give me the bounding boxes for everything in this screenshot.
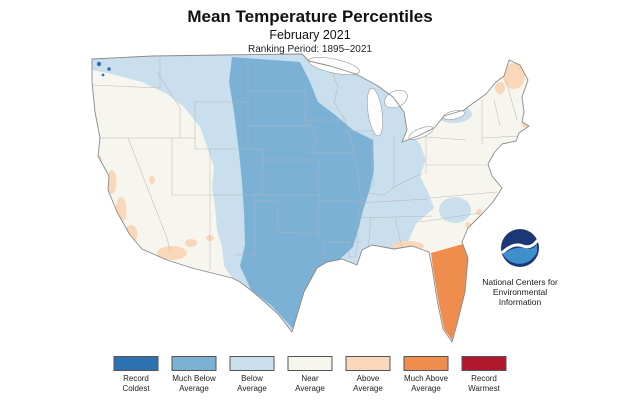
legend: Record Coldest Much Below Average Below … — [113, 356, 507, 394]
legend-item: Below Average — [229, 356, 275, 394]
legend-item: Above Average — [345, 356, 391, 394]
legend-label: Near Average — [295, 374, 325, 393]
legend-item: Record Coldest — [113, 356, 159, 394]
map-region-record-coldest — [96, 61, 111, 77]
legend-swatch-record-warmest — [461, 356, 507, 371]
great-lakes — [308, 56, 466, 140]
noaa-logo-sea — [503, 244, 537, 264]
map-region-much-below-average — [229, 57, 374, 329]
page-title: Mean Temperature Percentiles — [187, 7, 433, 26]
legend-swatch-above-average — [345, 356, 391, 371]
org-name-line: National Centers for — [482, 277, 558, 287]
title-block: Mean Temperature Percentiles February 20… — [0, 6, 620, 55]
legend-label: Record Warmest — [468, 374, 500, 393]
page-subtitle: February 2021 — [269, 28, 351, 43]
legend-label: Below Average — [237, 374, 267, 393]
legend-label: Record Coldest — [122, 374, 150, 393]
ranking-period: Ranking Period: 1895–2021 — [248, 44, 372, 56]
us-map — [91, 53, 530, 343]
legend-label: Above Average — [353, 374, 383, 393]
legend-label: Much Below Average — [172, 374, 216, 393]
legend-item: Near Average — [287, 356, 333, 394]
us-map-container — [72, 52, 542, 352]
legend-swatch-much-below-average — [171, 356, 217, 371]
legend-label: Much Above Average — [403, 374, 449, 393]
state-borders — [92, 56, 520, 270]
noaa-block: National Centers for Environmental Infor… — [468, 228, 572, 308]
us-outline — [91, 53, 530, 343]
legend-swatch-near-average — [287, 356, 333, 371]
map-region-above-average — [96, 63, 529, 260]
legend-swatch-record-coldest — [113, 356, 159, 371]
legend-item: Record Warmest — [461, 356, 507, 394]
legend-item: Much Above Average — [403, 356, 449, 394]
org-name-line: Environmental — [492, 287, 548, 298]
legend-swatch-below-average — [229, 356, 275, 371]
noaa-logo — [501, 229, 539, 267]
map-region-much-above-average — [431, 244, 469, 340]
legend-swatch-much-above-average — [403, 356, 449, 371]
seagull-icon — [501, 239, 539, 254]
org-name-line: Information — [498, 297, 542, 308]
legend-item: Much Below Average — [171, 356, 217, 394]
org-name: National Centers for Environmental Infor… — [468, 277, 572, 308]
lake-michigan — [367, 87, 383, 137]
